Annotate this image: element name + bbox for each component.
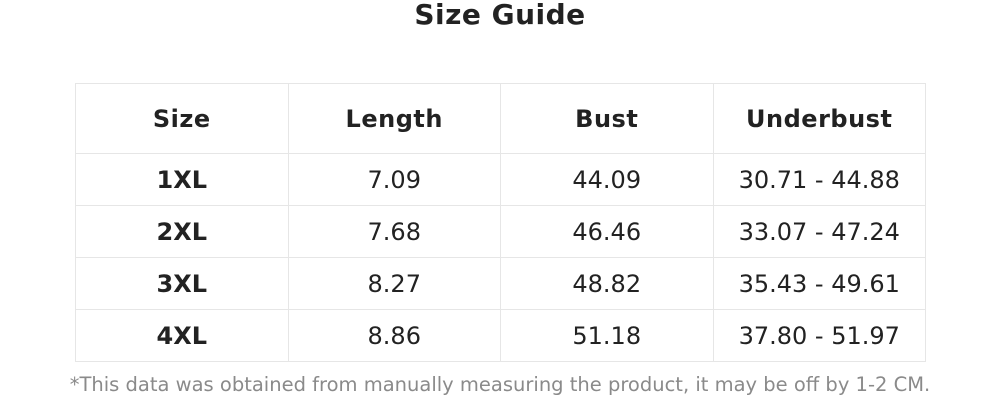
page-title: Size Guide — [414, 0, 586, 31]
header-bust: Bust — [500, 83, 714, 154]
cell-size: 3XL — [75, 257, 289, 310]
cell-length: 8.27 — [287, 257, 501, 310]
table-row: 3XL 8.27 48.82 35.43 - 49.61 — [75, 257, 926, 310]
header-underbust: Underbust — [712, 83, 926, 154]
cell-underbust: 30.71 - 44.88 — [712, 153, 926, 206]
cell-length: 7.09 — [287, 153, 501, 206]
cell-underbust: 37.80 - 51.97 — [712, 309, 926, 362]
cell-size: 4XL — [75, 309, 289, 362]
table-row: 4XL 8.86 51.18 37.80 - 51.97 — [75, 309, 926, 362]
cell-bust: 48.82 — [500, 257, 714, 310]
cell-bust: 44.09 — [500, 153, 714, 206]
cell-length: 8.86 — [287, 309, 501, 362]
cell-length: 7.68 — [287, 205, 501, 258]
cell-bust: 46.46 — [500, 205, 714, 258]
cell-size: 1XL — [75, 153, 289, 206]
cell-bust: 51.18 — [500, 309, 714, 362]
table-header-row: Size Length Bust Underbust — [75, 83, 926, 154]
header-size: Size — [75, 83, 289, 154]
header-length: Length — [287, 83, 501, 154]
cell-underbust: 33.07 - 47.24 — [712, 205, 926, 258]
cell-size: 2XL — [75, 205, 289, 258]
table-row: 1XL 7.09 44.09 30.71 - 44.88 — [75, 153, 926, 206]
size-table: Size Length Bust Underbust 1XL 7.09 44.0… — [75, 83, 926, 362]
cell-underbust: 35.43 - 49.61 — [712, 257, 926, 310]
footnote: *This data was obtained from manually me… — [69, 373, 931, 396]
table-row: 2XL 7.68 46.46 33.07 - 47.24 — [75, 205, 926, 258]
